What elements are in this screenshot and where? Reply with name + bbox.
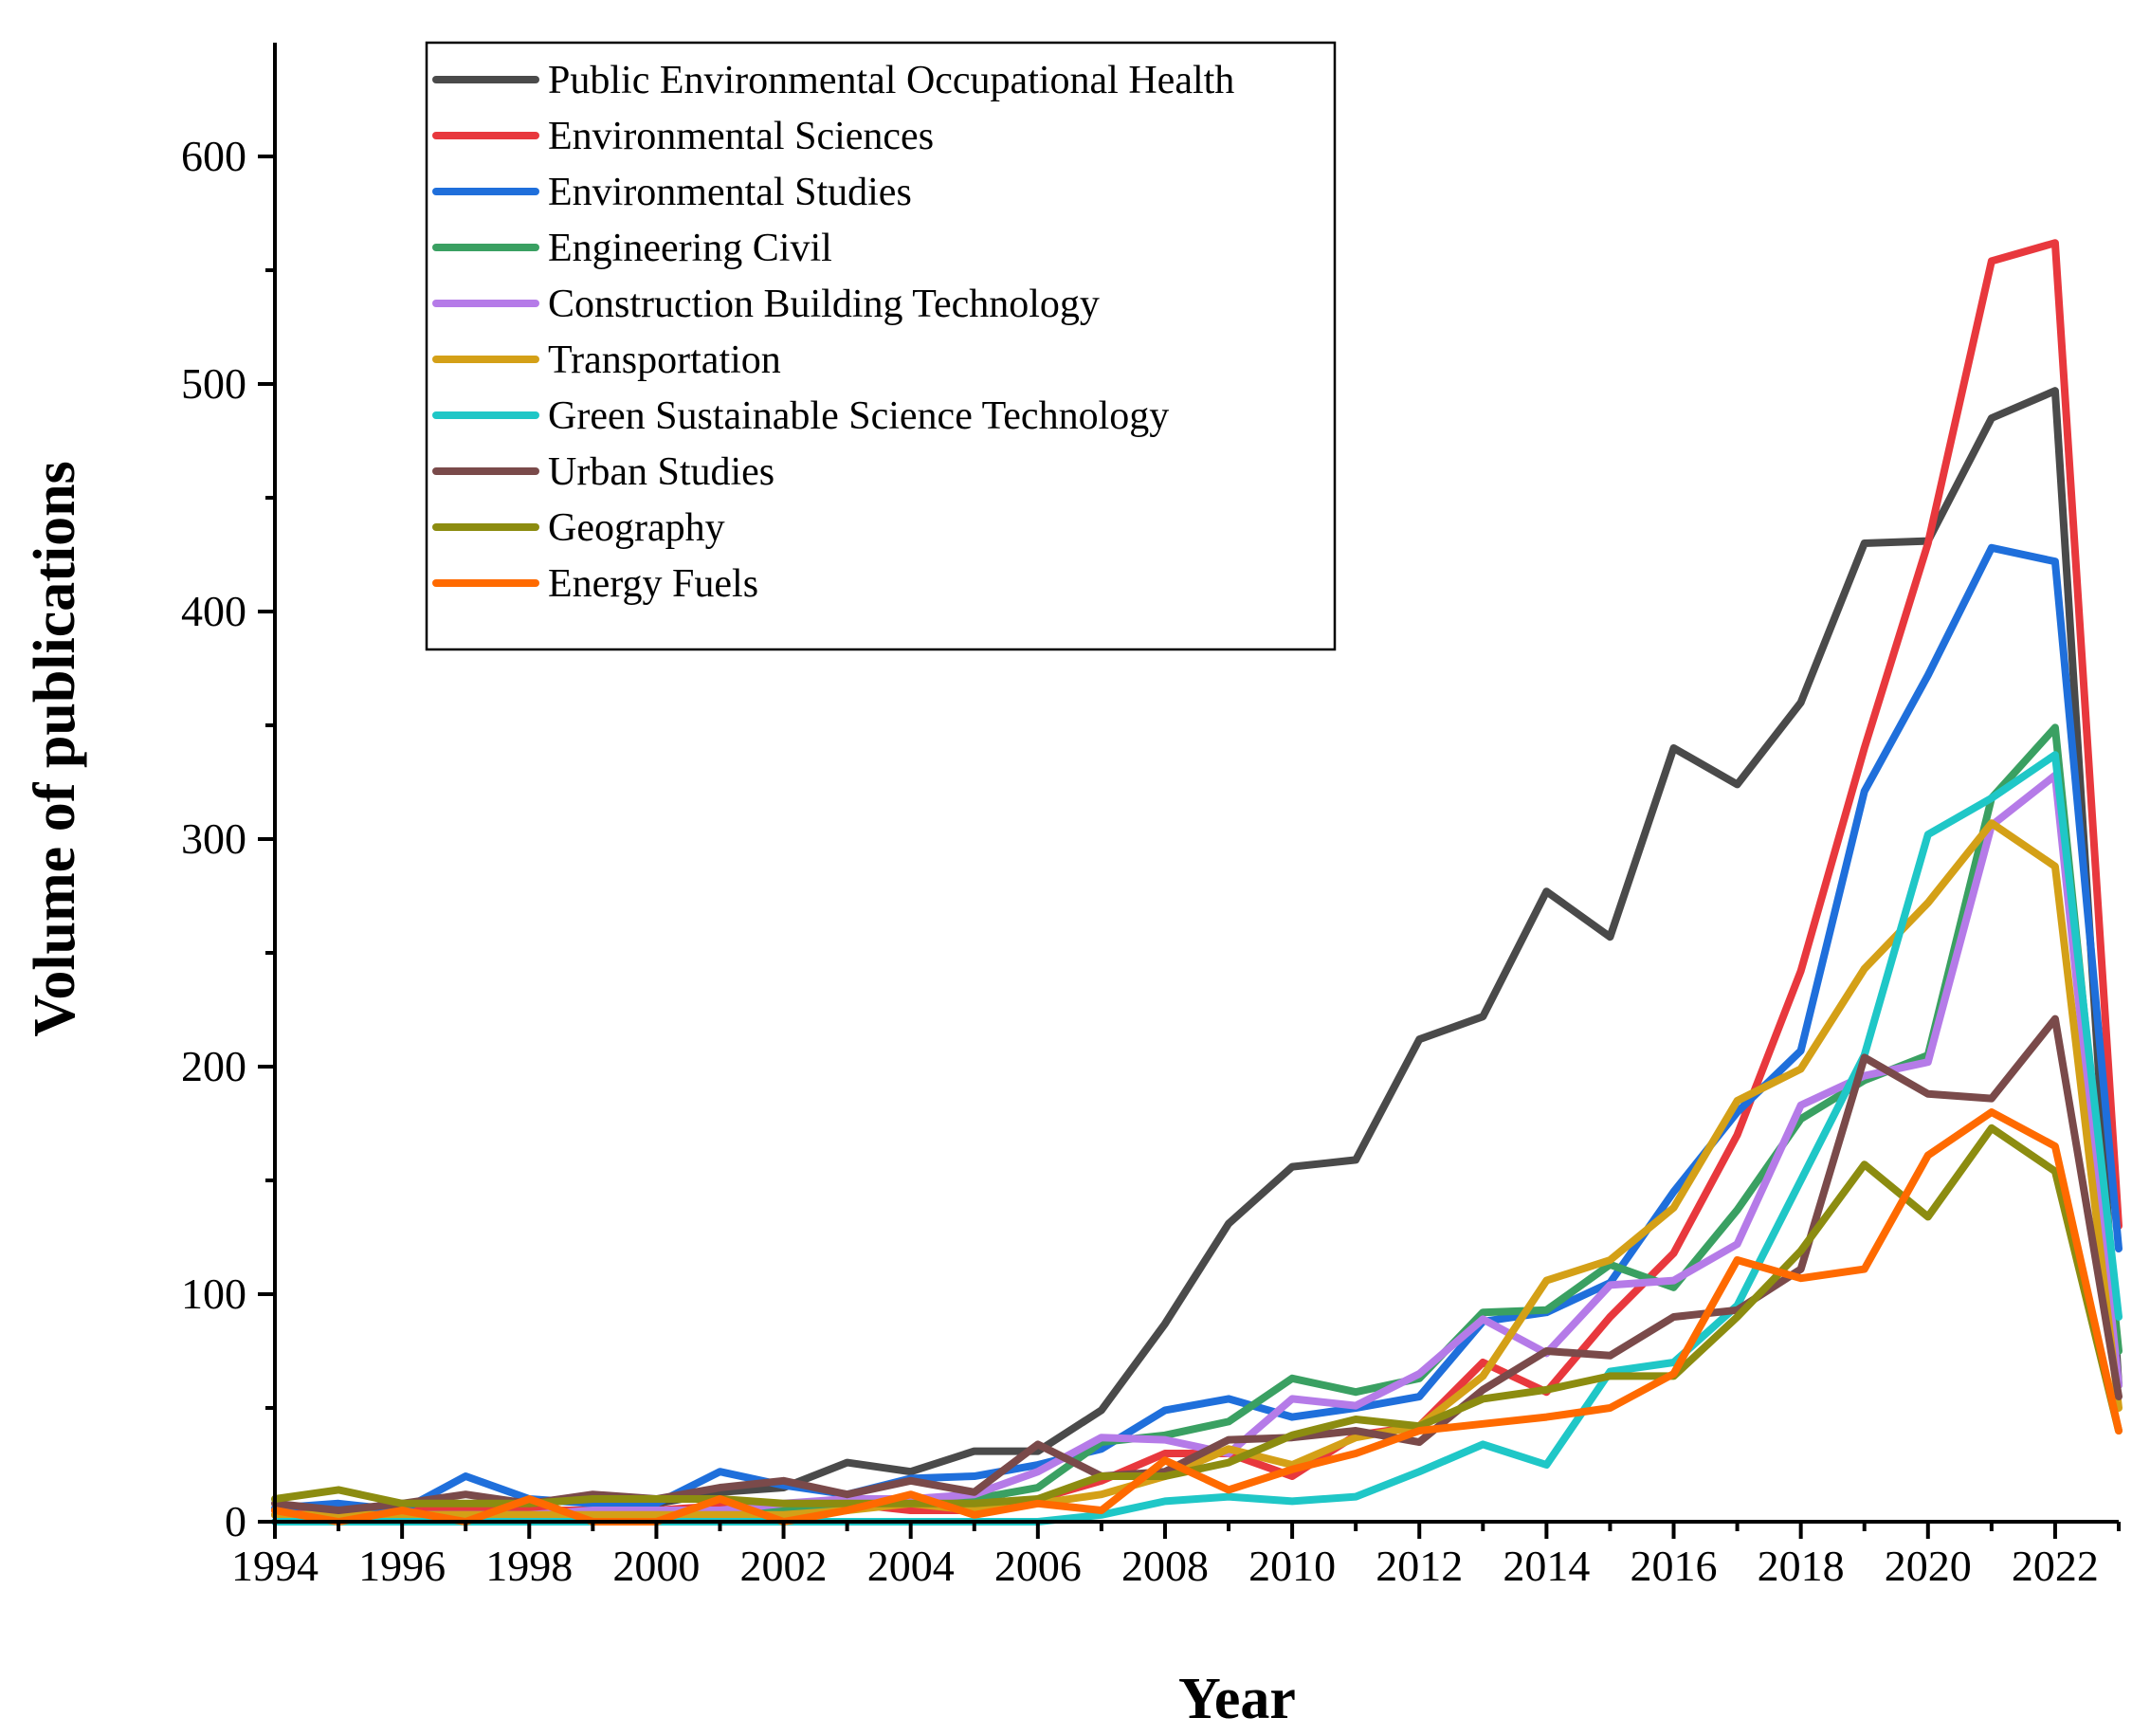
x-axis-title: Year (1178, 1667, 1296, 1731)
legend-label: Environmental Sciences (548, 115, 934, 158)
legend-label: Environmental Studies (548, 171, 912, 214)
x-tick-label: 1994 (231, 1542, 319, 1590)
series-line-geography (271, 1124, 2123, 1508)
legend-label: Green Sustainable Science Technology (548, 394, 1169, 438)
x-tick-label: 2022 (2012, 1542, 2099, 1590)
y-axis-ticks: 0 100 200 300 400 500 600 (181, 132, 275, 1545)
legend-label: Engineering Civil (548, 227, 832, 270)
y-tick-label: 0 (225, 1497, 246, 1545)
legend-label: Energy Fuels (548, 562, 758, 606)
x-tick-label: 2014 (1503, 1542, 1590, 1590)
x-tick-label: 1996 (358, 1542, 446, 1590)
y-tick-label: 500 (181, 359, 246, 408)
legend-label: Public Environmental Occupational Health (548, 59, 1234, 102)
x-axis-ticks: 1994 1996 1998 2000 2002 2004 2006 2008 2010 2012… (231, 1522, 2121, 1590)
x-tick-label: 2002 (740, 1542, 828, 1590)
y-tick-label: 400 (181, 587, 246, 635)
x-tick-label: 2004 (867, 1542, 955, 1590)
series-line-transportation (271, 819, 2123, 1519)
axes (273, 43, 2119, 1524)
x-tick-label: 2018 (1758, 1542, 1845, 1590)
legend-label: Urban Studies (548, 450, 774, 494)
y-tick-label: 600 (181, 132, 246, 180)
legend-label: Transportation (548, 338, 781, 382)
legend: Public Environmental Occupational Health… (425, 41, 1337, 651)
legend-label: Geography (548, 506, 725, 550)
x-tick-label: 1998 (485, 1542, 573, 1590)
x-tick-label: 2000 (612, 1542, 700, 1590)
y-tick-label: 200 (181, 1042, 246, 1090)
x-tick-label: 2010 (1248, 1542, 1336, 1590)
legend-box (425, 41, 1337, 651)
y-tick-label: 300 (181, 814, 246, 863)
x-tick-label: 2012 (1376, 1542, 1463, 1590)
y-tick-label: 100 (181, 1270, 246, 1318)
x-tick-label: 2016 (1631, 1542, 1718, 1590)
legend-label: Construction Building Technology (548, 283, 1100, 326)
y-axis-title: Volume of publications (23, 461, 87, 1037)
x-tick-label: 2008 (1121, 1542, 1209, 1590)
x-tick-label: 2020 (1885, 1542, 1972, 1590)
series-line-energy-fuels (271, 1108, 2123, 1526)
x-tick-label: 2006 (994, 1542, 1082, 1590)
series-line-environmental-studies (271, 543, 2123, 1514)
